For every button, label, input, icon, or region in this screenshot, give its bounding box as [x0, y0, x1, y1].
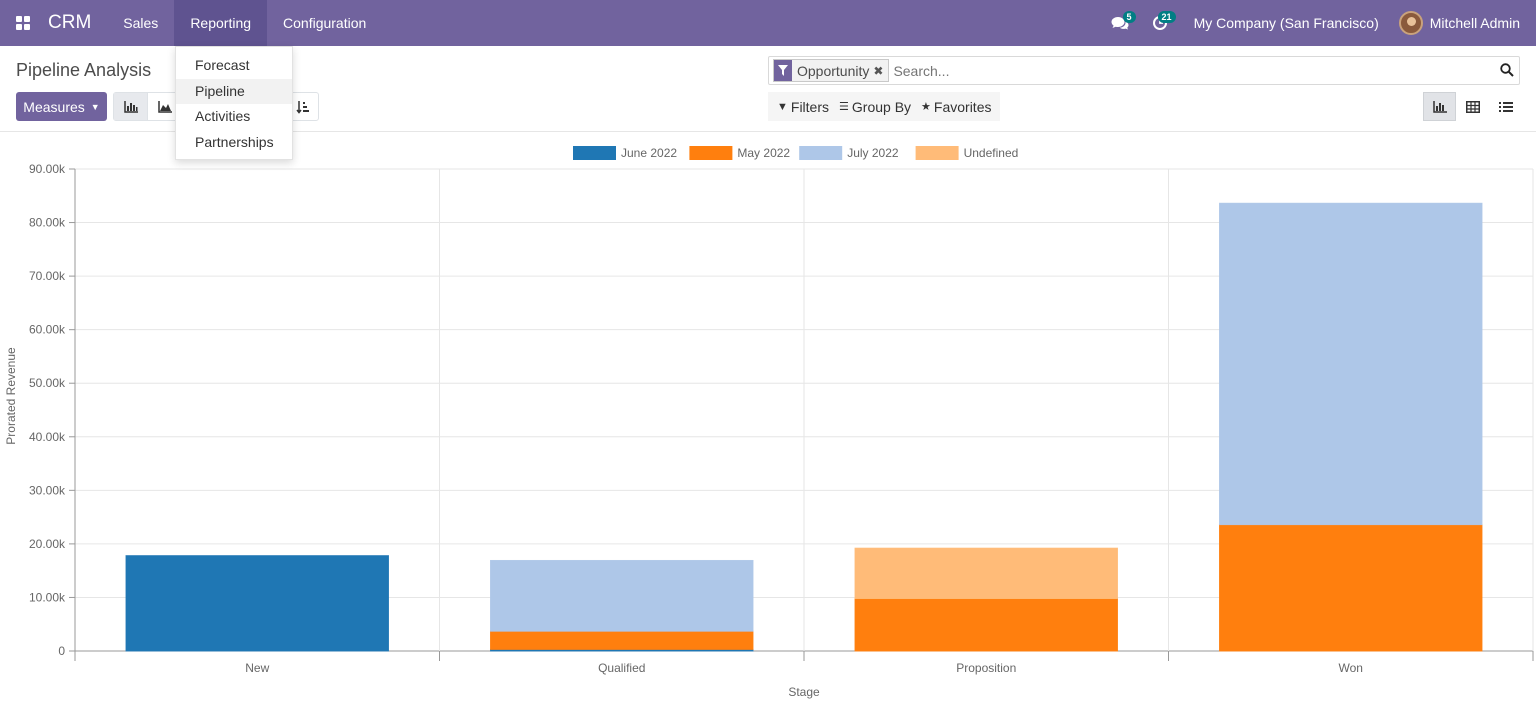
- x-tick-label: New: [245, 661, 269, 675]
- y-tick-label: 40.00k: [29, 430, 66, 444]
- y-tick-label: 30.00k: [29, 483, 66, 497]
- y-tick-label: 60.00k: [29, 323, 66, 337]
- bar-segment: [854, 598, 1118, 652]
- filters-button[interactable]: ▼ Filters: [772, 99, 834, 115]
- group-by-button[interactable]: ☰ Group By: [834, 99, 916, 115]
- apps-menu-icon[interactable]: [0, 0, 46, 46]
- company-switcher[interactable]: My Company (San Francisco): [1193, 15, 1379, 31]
- legend-label: July 2022: [847, 146, 899, 160]
- filters-label: Filters: [790, 98, 830, 115]
- menu-sales[interactable]: Sales: [123, 15, 159, 31]
- facet-label: Opportunity: [797, 62, 870, 79]
- avatar: [1398, 11, 1423, 35]
- favorites-button[interactable]: ★ Favorites: [916, 99, 996, 115]
- reporting-dropdown: Forecast Pipeline Activities Partnership…: [175, 46, 293, 160]
- filter-icon: [774, 60, 792, 81]
- bar-segment: [490, 559, 754, 632]
- y-tick-label: 10.00k: [29, 590, 66, 604]
- bar-segment: [1219, 202, 1483, 526]
- bars-icon: ☰: [839, 101, 849, 113]
- search-options-bar: ▼ Filters ☰ Group By ★ Favorites: [768, 92, 1001, 121]
- star-icon: ★: [921, 101, 931, 113]
- filter-facet: Opportunity ✖: [773, 59, 890, 82]
- messages-count-badge: 5: [1122, 11, 1136, 23]
- menu-item-partnerships[interactable]: Partnerships: [195, 133, 274, 150]
- graph-view-button[interactable]: [1423, 92, 1456, 121]
- top-navbar: CRM Sales Reporting Configuration 5 21 M…: [0, 0, 1536, 46]
- menu-reporting[interactable]: Reporting: [174, 0, 268, 46]
- bar-segment: [125, 555, 389, 652]
- measures-label: Measures: [23, 98, 85, 115]
- menu-item-forecast[interactable]: Forecast: [195, 57, 250, 73]
- bar-chart-button[interactable]: [114, 93, 148, 120]
- list-icon: [1498, 101, 1513, 112]
- y-tick-label: 20.00k: [29, 537, 66, 551]
- chart-type-group: [113, 92, 183, 121]
- page-title: Pipeline Analysis: [16, 60, 152, 80]
- favorites-label: Favorites: [933, 98, 992, 115]
- bar-segment: [1219, 524, 1483, 652]
- activities-count-badge: 21: [1157, 11, 1176, 23]
- legend-swatch: [915, 146, 959, 160]
- search-bar: Opportunity ✖: [768, 56, 1520, 85]
- x-tick-label: Won: [1339, 661, 1363, 675]
- x-tick-label: Proposition: [956, 661, 1016, 675]
- messages-button[interactable]: 5: [1100, 0, 1140, 46]
- menu-item-activities[interactable]: Activities: [195, 108, 251, 124]
- filter-icon: ▼: [777, 100, 788, 113]
- y-tick-label: 90.00k: [29, 162, 66, 176]
- menu-configuration[interactable]: Configuration: [283, 15, 367, 31]
- user-menu[interactable]: Mitchell Admin: [1398, 11, 1536, 35]
- divider: [0, 131, 1536, 132]
- pivot-view-button[interactable]: [1456, 92, 1489, 121]
- bar-segment: [490, 630, 754, 650]
- bar-chart-icon: [123, 100, 138, 113]
- menu-item-pipeline[interactable]: Pipeline: [176, 78, 292, 104]
- y-axis-label: Prorated Revenue: [4, 347, 18, 445]
- legend-swatch: [573, 146, 616, 160]
- search-icon[interactable]: [1500, 63, 1514, 82]
- group-by-label: Group By: [851, 98, 912, 115]
- y-tick-label: 70.00k: [29, 269, 66, 283]
- measures-button[interactable]: Measures ▼: [16, 92, 107, 121]
- search-input[interactable]: [893, 62, 1494, 79]
- remove-facet-icon[interactable]: ✖: [873, 63, 884, 78]
- y-tick-label: 50.00k: [29, 376, 66, 390]
- list-view-button[interactable]: [1489, 92, 1522, 121]
- bar-chart-icon: [1432, 100, 1447, 113]
- chat-icon: [1111, 17, 1129, 30]
- legend-swatch: [799, 146, 843, 160]
- caret-down-icon: ▼: [90, 101, 100, 112]
- y-tick-label: 80.00k: [29, 216, 66, 230]
- legend-label: Undefined: [964, 146, 1019, 160]
- view-switcher: [1423, 92, 1522, 121]
- pipeline-bar-chart: 0 10.00k 20.00k 30.00k 40.00k 50.00k 60.00k 70.…: [4, 146, 1534, 699]
- activities-button[interactable]: 21: [1140, 0, 1180, 46]
- x-axis-label: Stage: [788, 685, 820, 699]
- area-chart-icon: [157, 100, 172, 113]
- user-name: Mitchell Admin: [1429, 15, 1520, 31]
- x-tick-label: Qualified: [598, 661, 645, 675]
- legend-swatch: [689, 146, 733, 160]
- legend-label: May 2022: [737, 146, 790, 160]
- table-icon: [1465, 100, 1480, 113]
- app-brand[interactable]: CRM: [48, 12, 92, 33]
- legend-label: June 2022: [621, 146, 677, 160]
- bar-segment: [854, 547, 1118, 600]
- y-tick-label: 0: [58, 644, 65, 658]
- sort-amount-icon: [295, 100, 309, 114]
